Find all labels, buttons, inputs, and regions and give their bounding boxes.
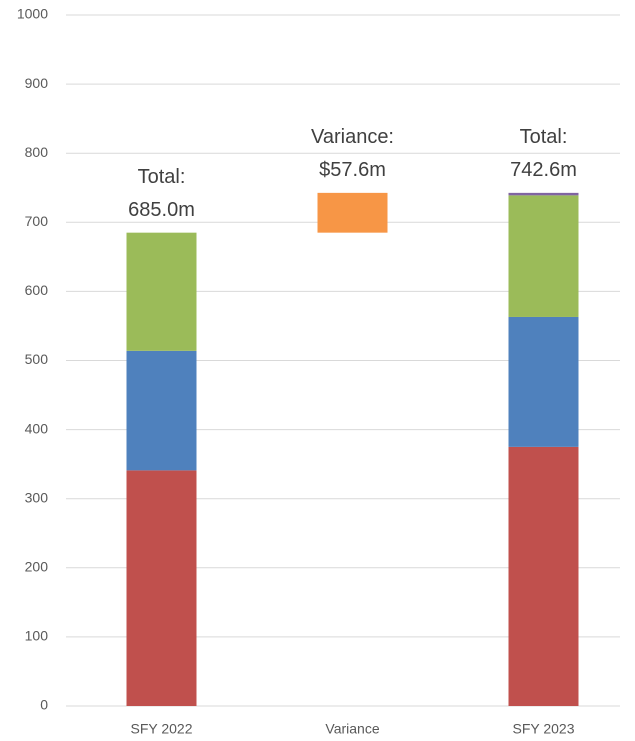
y-tick-label: 900 <box>25 75 49 91</box>
y-tick-label: 300 <box>25 489 49 505</box>
bar-segment <box>317 192 388 233</box>
bar-segment <box>508 192 579 196</box>
y-tick-label: 100 <box>25 628 49 644</box>
y-tick-label: 700 <box>25 213 49 229</box>
y-tick-label: 600 <box>25 282 49 298</box>
y-tick-label: 0 <box>40 697 48 713</box>
y-tick-label: 500 <box>25 351 49 367</box>
bar-segment <box>508 316 579 447</box>
y-tick-label: 800 <box>25 144 49 160</box>
annotation: Total: <box>520 126 568 148</box>
x-tick-label: SFY 2022 <box>130 721 192 737</box>
x-tick-label: SFY 2023 <box>512 721 574 737</box>
bar-segment <box>126 232 197 351</box>
y-tick-label: 200 <box>25 559 49 575</box>
x-tick-label: Variance <box>325 721 379 737</box>
annotation: 742.6m <box>510 159 577 181</box>
bar-segment <box>126 350 197 471</box>
bar-segment <box>126 470 197 706</box>
bar-segment <box>508 195 579 317</box>
y-tick-label: 400 <box>25 420 49 436</box>
annotation: 685.0m <box>128 199 195 221</box>
annotation: Total: <box>138 166 186 188</box>
annotation: $57.6m <box>319 159 386 181</box>
bar-segment <box>508 446 579 706</box>
annotation: Variance: <box>311 126 394 148</box>
y-tick-label: 1000 <box>17 6 48 22</box>
